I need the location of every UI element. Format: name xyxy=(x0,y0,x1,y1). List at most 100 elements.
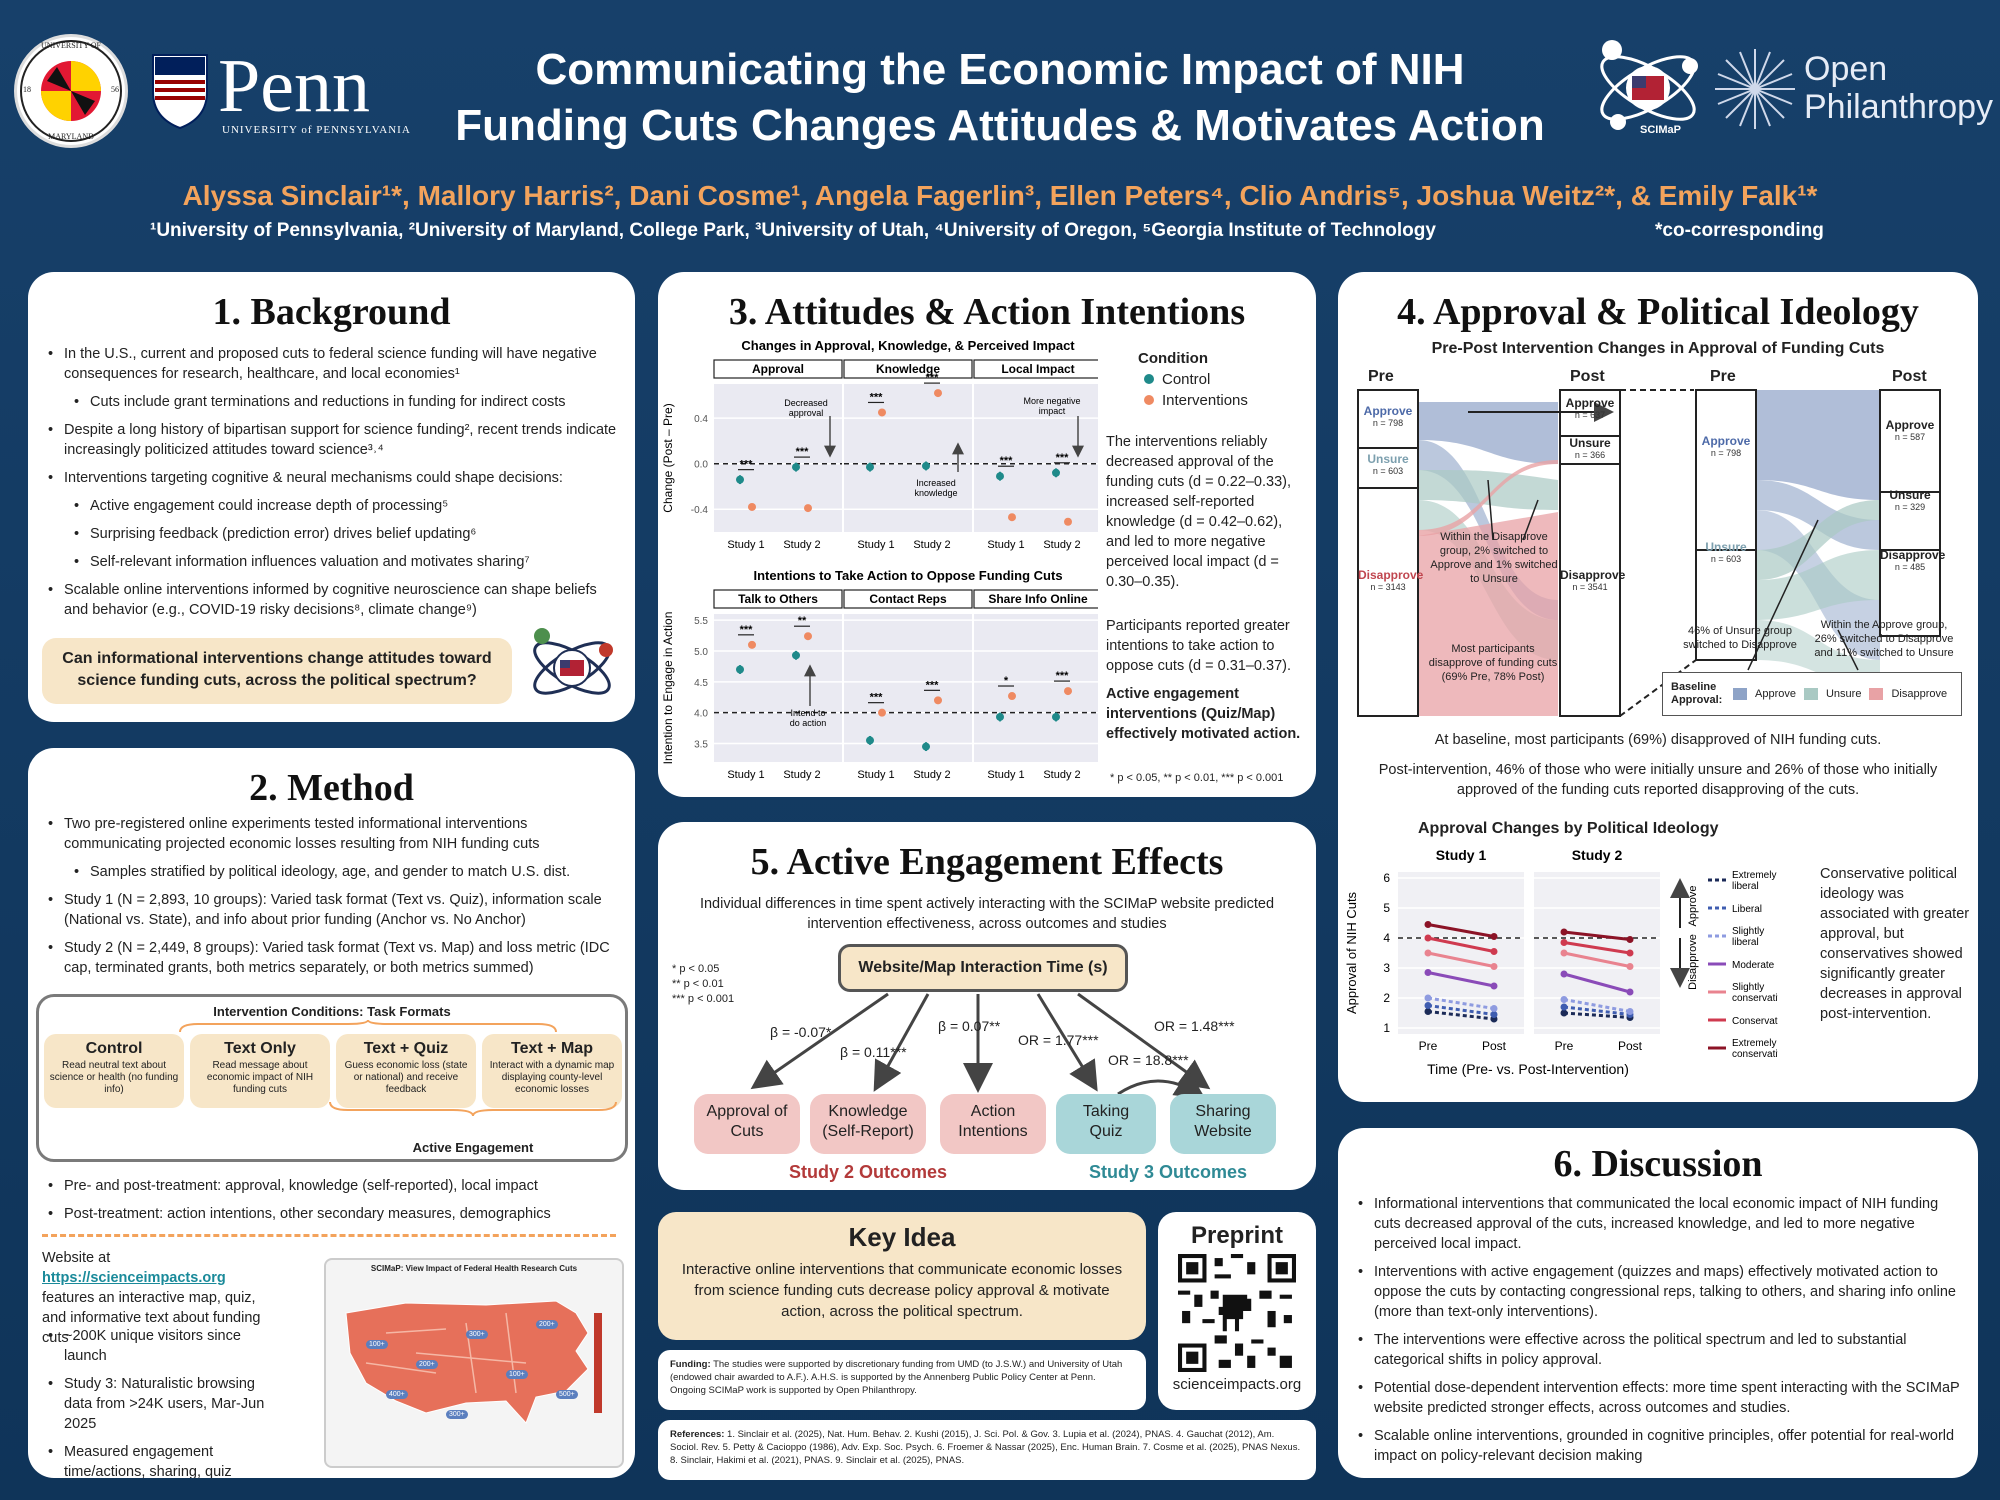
discussion-card: 6. Discussion Informational intervention… xyxy=(1338,1128,1978,1478)
method-bullet-3: Study 2 (N = 2,449, 8 groups): Varied ta… xyxy=(42,938,622,978)
method-bullet-1: Two pre-registered online experiments te… xyxy=(42,814,622,854)
baseline-label: Baseline Approval: xyxy=(1671,681,1723,706)
panel-bg xyxy=(1534,872,1660,1034)
bg-bullet-3c: Self-relevant information influences val… xyxy=(42,552,622,572)
method-bullet-2: Study 1 (N = 2,893, 10 groups): Varied t… xyxy=(42,890,622,930)
series-point xyxy=(1560,996,1568,1003)
left-pre-disapprove: Disapprove n = 3143 xyxy=(1358,568,1423,592)
pnote-1: * p < 0.05 xyxy=(672,963,720,975)
sig-label: *** xyxy=(870,391,884,403)
baseline-unsure-label: Unsure xyxy=(1825,688,1862,700)
bg-bullet-3a: Active engagement could increase depth o… xyxy=(42,496,622,516)
study3-outcomes-label: Study 3 Outcomes xyxy=(1088,1162,1248,1182)
annotation: Decreased approval xyxy=(784,398,828,418)
sig-label: *** xyxy=(796,446,810,458)
panel-bg xyxy=(1398,872,1524,1034)
baseline-unsure-swatch xyxy=(1803,688,1818,700)
condition-name: Control xyxy=(85,1040,143,1057)
sankey-left-flows xyxy=(1418,402,1558,716)
point-control xyxy=(866,736,874,745)
point-interventions xyxy=(748,640,756,649)
background-title: 1. Background xyxy=(212,291,451,333)
legend-label: Extremelyconservative xyxy=(1732,1038,1778,1060)
disc-bullet-1: Informational interventions that communi… xyxy=(1352,1194,1962,1254)
chart-title: Changes in Approval, Knowledge, & Percei… xyxy=(741,338,1075,353)
panel-bg xyxy=(974,384,1098,532)
series-line xyxy=(1563,941,1631,955)
preprint-url[interactable]: scienceimpacts.org xyxy=(1172,1376,1302,1393)
y-tick-label: 5.5 xyxy=(694,616,708,627)
op-line-1: Open xyxy=(1804,50,1888,88)
y-tick-label: 3.5 xyxy=(694,740,708,751)
sankey-ann-unsure: 46% of Unsure group switched to Disappro… xyxy=(1683,625,1797,651)
series-line xyxy=(1427,936,1495,953)
sankey-title: Pre-Post Intervention Changes in Approva… xyxy=(1431,340,1885,357)
sig-label: *** xyxy=(740,624,754,636)
right-post-approve: Approve n = 587 xyxy=(1880,418,1940,442)
coef-3: β = 0.07** xyxy=(938,1018,1001,1034)
series-point xyxy=(1490,1011,1498,1018)
umd-year-left: 18 xyxy=(23,85,31,94)
panel-strip xyxy=(713,359,843,379)
attitudes-text-3: Active engagement interventions (Quiz/Ma… xyxy=(1106,686,1301,742)
umd-logo: UNIVERSITY OF 18 56 MARYLAND xyxy=(14,34,128,148)
series-point xyxy=(1626,988,1634,996)
series-point xyxy=(1626,949,1634,957)
research-question: Can informational interventions change a… xyxy=(42,638,512,704)
approval-title: 4. Approval & Political Ideology xyxy=(1397,291,1919,333)
penn-logo: Penn xyxy=(218,44,370,128)
qr-code-icon[interactable] xyxy=(1178,1254,1296,1372)
bg-bullet-1: In the U.S., current and proposed cuts t… xyxy=(42,344,622,384)
series-point xyxy=(1424,1008,1432,1015)
legend-control-marker xyxy=(1144,374,1154,384)
attitudes-chart-1: Changes in Approval, Knowledge, & Percei… xyxy=(661,338,1098,551)
y-tick-label: 2 xyxy=(1383,991,1390,1005)
approval-text-1: At baseline, most participants (69%) dis… xyxy=(1434,732,1882,748)
series-line xyxy=(1427,951,1495,968)
web-bullet-1: ~200K unique visitors since launch xyxy=(42,1326,274,1366)
panel-bg xyxy=(844,384,972,532)
website-link[interactable]: https://scienceimpacts.org xyxy=(42,1270,226,1286)
point-interventions xyxy=(804,504,812,513)
point-interventions xyxy=(1064,687,1072,696)
umd-logo-top: UNIVERSITY OF xyxy=(41,41,101,50)
series-point xyxy=(1424,1002,1432,1009)
penn-shield-icon xyxy=(150,52,210,130)
active-title: 5. Active Engagement Effects xyxy=(750,841,1224,883)
annotation: Increased knowledge xyxy=(914,478,957,498)
panel-bg xyxy=(974,614,1098,762)
preprint-card[interactable]: Preprint scienceimpacts.org xyxy=(1158,1212,1316,1410)
panel-title: Knowledge xyxy=(876,362,940,376)
ideology-title: Approval Changes by Political Ideology xyxy=(1418,820,1719,837)
panel-title: Study 1 xyxy=(1436,847,1487,863)
series-point xyxy=(1490,982,1498,990)
scimap-small-logo xyxy=(524,624,620,714)
series-point xyxy=(1560,949,1568,957)
disc-bullet-2: Interventions with active engagement (qu… xyxy=(1352,1262,1962,1322)
sankey-node-label: Approve xyxy=(1565,396,1615,410)
disc-bullet-5: Scalable online interventions, grounded … xyxy=(1352,1426,1962,1466)
series-point xyxy=(1424,934,1432,942)
point-control xyxy=(792,463,800,472)
series-point xyxy=(1424,921,1432,928)
annotation: More negative impact xyxy=(1023,396,1080,416)
series-point xyxy=(1424,994,1432,1002)
condition-legend: Condition Control Interventions xyxy=(1138,350,1308,409)
sig-label: * xyxy=(1004,675,1009,687)
title-line-2: Funding Cuts Changes Attitudes & Motivat… xyxy=(455,101,1545,150)
coef-2: β = 0.11*** xyxy=(840,1044,907,1060)
point-interventions xyxy=(804,632,812,641)
attitudes-text-2: Participants reported greater intentions… xyxy=(1106,618,1292,674)
attitudes-text-1: The interventions reliably decreased app… xyxy=(1106,434,1292,590)
right-post-unsure: Unsure n = 329 xyxy=(1880,488,1940,512)
point-interventions xyxy=(1008,692,1016,701)
x-tick-label: Study 2 xyxy=(783,539,820,551)
website-text: Website at https://scienceimpacts.org fe… xyxy=(42,1248,274,1348)
sankey-node-n: n = 637 xyxy=(1574,410,1606,420)
x-tick-label: Study 1 xyxy=(987,539,1024,551)
series-point xyxy=(1560,928,1568,936)
condition-box: Text + Quiz Guess economic loss (state or… xyxy=(336,1034,476,1108)
op-line-2: Philanthropy xyxy=(1804,88,1994,126)
dashed-divider xyxy=(42,1234,616,1237)
method-bullet-5: Post-treatment: action intentions, other… xyxy=(42,1204,622,1224)
